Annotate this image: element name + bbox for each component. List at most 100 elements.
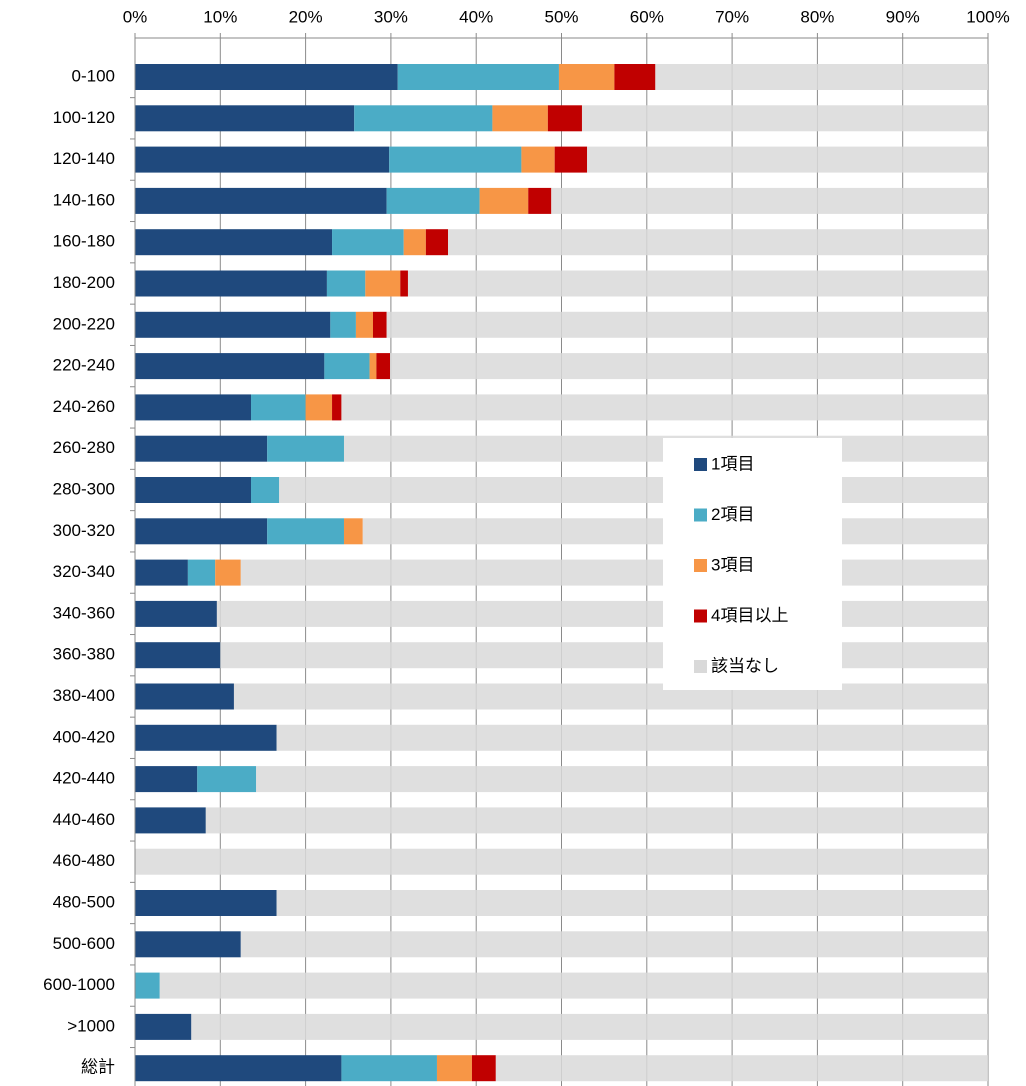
x-tick-label: 70% (715, 7, 749, 26)
bar-segment (407, 270, 989, 297)
bar-segment (191, 1013, 989, 1040)
bar-segment (256, 766, 989, 793)
y-tick-label: 220-240 (53, 356, 115, 375)
bar-segment (135, 642, 221, 669)
bar-segment (135, 229, 333, 256)
bar-segment (267, 435, 344, 462)
y-tick-label: 140-160 (53, 190, 115, 209)
bar-segment (135, 477, 252, 503)
bar-segment (365, 270, 401, 297)
bar-segment (587, 146, 988, 173)
bar-segment (479, 187, 529, 214)
bar-segment (233, 683, 988, 710)
bar-segment (341, 394, 988, 421)
y-tick-label: 100-120 (53, 108, 115, 127)
bar-segment (276, 890, 988, 916)
bar-segment (135, 559, 188, 586)
y-tick-label: 440-460 (53, 810, 115, 829)
bar-segment (354, 105, 493, 132)
y-tick-label: 260-280 (53, 438, 115, 457)
bar-segment (135, 972, 160, 999)
bar-segment (135, 766, 198, 793)
legend-label: 3項目 (711, 555, 754, 574)
legend-box (663, 438, 842, 690)
y-tick-label: 600-1000 (43, 975, 115, 994)
bar-segment (528, 187, 552, 214)
y-tick-label: 480-500 (53, 892, 115, 911)
bar-segment (403, 229, 426, 256)
bar-segment (276, 724, 988, 751)
bar-segment (332, 394, 342, 421)
bar-segment (369, 353, 377, 380)
y-tick-label: 340-360 (53, 603, 115, 622)
legend-swatch (694, 609, 707, 623)
y-tick-label: 420-440 (53, 769, 115, 788)
bar-segment (135, 724, 277, 751)
bar-segment (332, 229, 404, 256)
legend-label: 1項目 (711, 454, 754, 473)
bar-segment (135, 105, 355, 132)
bar-segment (436, 1055, 472, 1082)
bar-segment (135, 600, 217, 627)
x-tick-label: 100% (966, 7, 1009, 26)
y-tick-label: 120-140 (53, 149, 115, 168)
x-tick-label: 80% (800, 7, 834, 26)
bar-segment (397, 64, 559, 90)
bar-segment (205, 807, 988, 834)
bar-segment (135, 187, 387, 214)
bar-segment (558, 64, 615, 90)
bar-segment (400, 270, 408, 297)
bar-segment (492, 105, 548, 132)
y-tick-label: 180-200 (53, 273, 115, 292)
bar-segment (471, 1055, 496, 1082)
x-tick-label: 90% (886, 7, 920, 26)
bar-segment (135, 394, 252, 421)
x-tick-label: 10% (203, 7, 237, 26)
legend-label: 2項目 (711, 505, 754, 524)
bar-segment (614, 64, 656, 90)
y-tick-label: 0-100 (72, 66, 115, 85)
bar-segment (135, 270, 327, 297)
bar-segment (187, 559, 216, 586)
bar-segment (251, 394, 306, 421)
bar-segment (135, 64, 398, 90)
bar-segment (326, 270, 366, 297)
bar-segment (386, 187, 480, 214)
bar-segment (240, 559, 989, 586)
y-tick-label: 360-380 (53, 645, 115, 664)
bar-segment (521, 146, 555, 173)
bar-segment (341, 1055, 437, 1082)
y-tick-label: 200-220 (53, 314, 115, 333)
y-tick-label: 320-340 (53, 562, 115, 581)
legend-label: 4項目以上 (711, 606, 788, 625)
x-tick-label: 20% (289, 7, 323, 26)
bar-segment (389, 146, 522, 173)
bar-segment (655, 64, 988, 90)
bar-segment (581, 105, 988, 132)
bar-segment (372, 311, 387, 338)
y-tick-label: 460-480 (53, 851, 115, 870)
bar-segment (135, 683, 234, 710)
legend-label: 該当なし (711, 656, 779, 675)
bar-segment (220, 642, 989, 669)
x-tick-label: 50% (544, 7, 578, 26)
bar-segment (330, 311, 356, 338)
bar-segment (135, 1013, 192, 1040)
bar-segment (355, 311, 373, 338)
y-tick-label: 400-420 (53, 727, 115, 746)
bar-segment (251, 477, 280, 503)
y-tick-label: 380-400 (53, 686, 115, 705)
bar-segment (547, 105, 582, 132)
bar-segment (135, 311, 331, 338)
bar-segment (376, 353, 391, 380)
bar-segment (495, 1055, 988, 1082)
bar-segment (324, 353, 370, 380)
bar-segment (135, 848, 988, 875)
bar-segment (305, 394, 333, 421)
y-tick-label: 300-320 (53, 521, 115, 540)
bar-segment (390, 353, 988, 380)
legend-swatch (694, 458, 707, 471)
bar-segment (216, 600, 988, 627)
bar-segment (386, 311, 988, 338)
